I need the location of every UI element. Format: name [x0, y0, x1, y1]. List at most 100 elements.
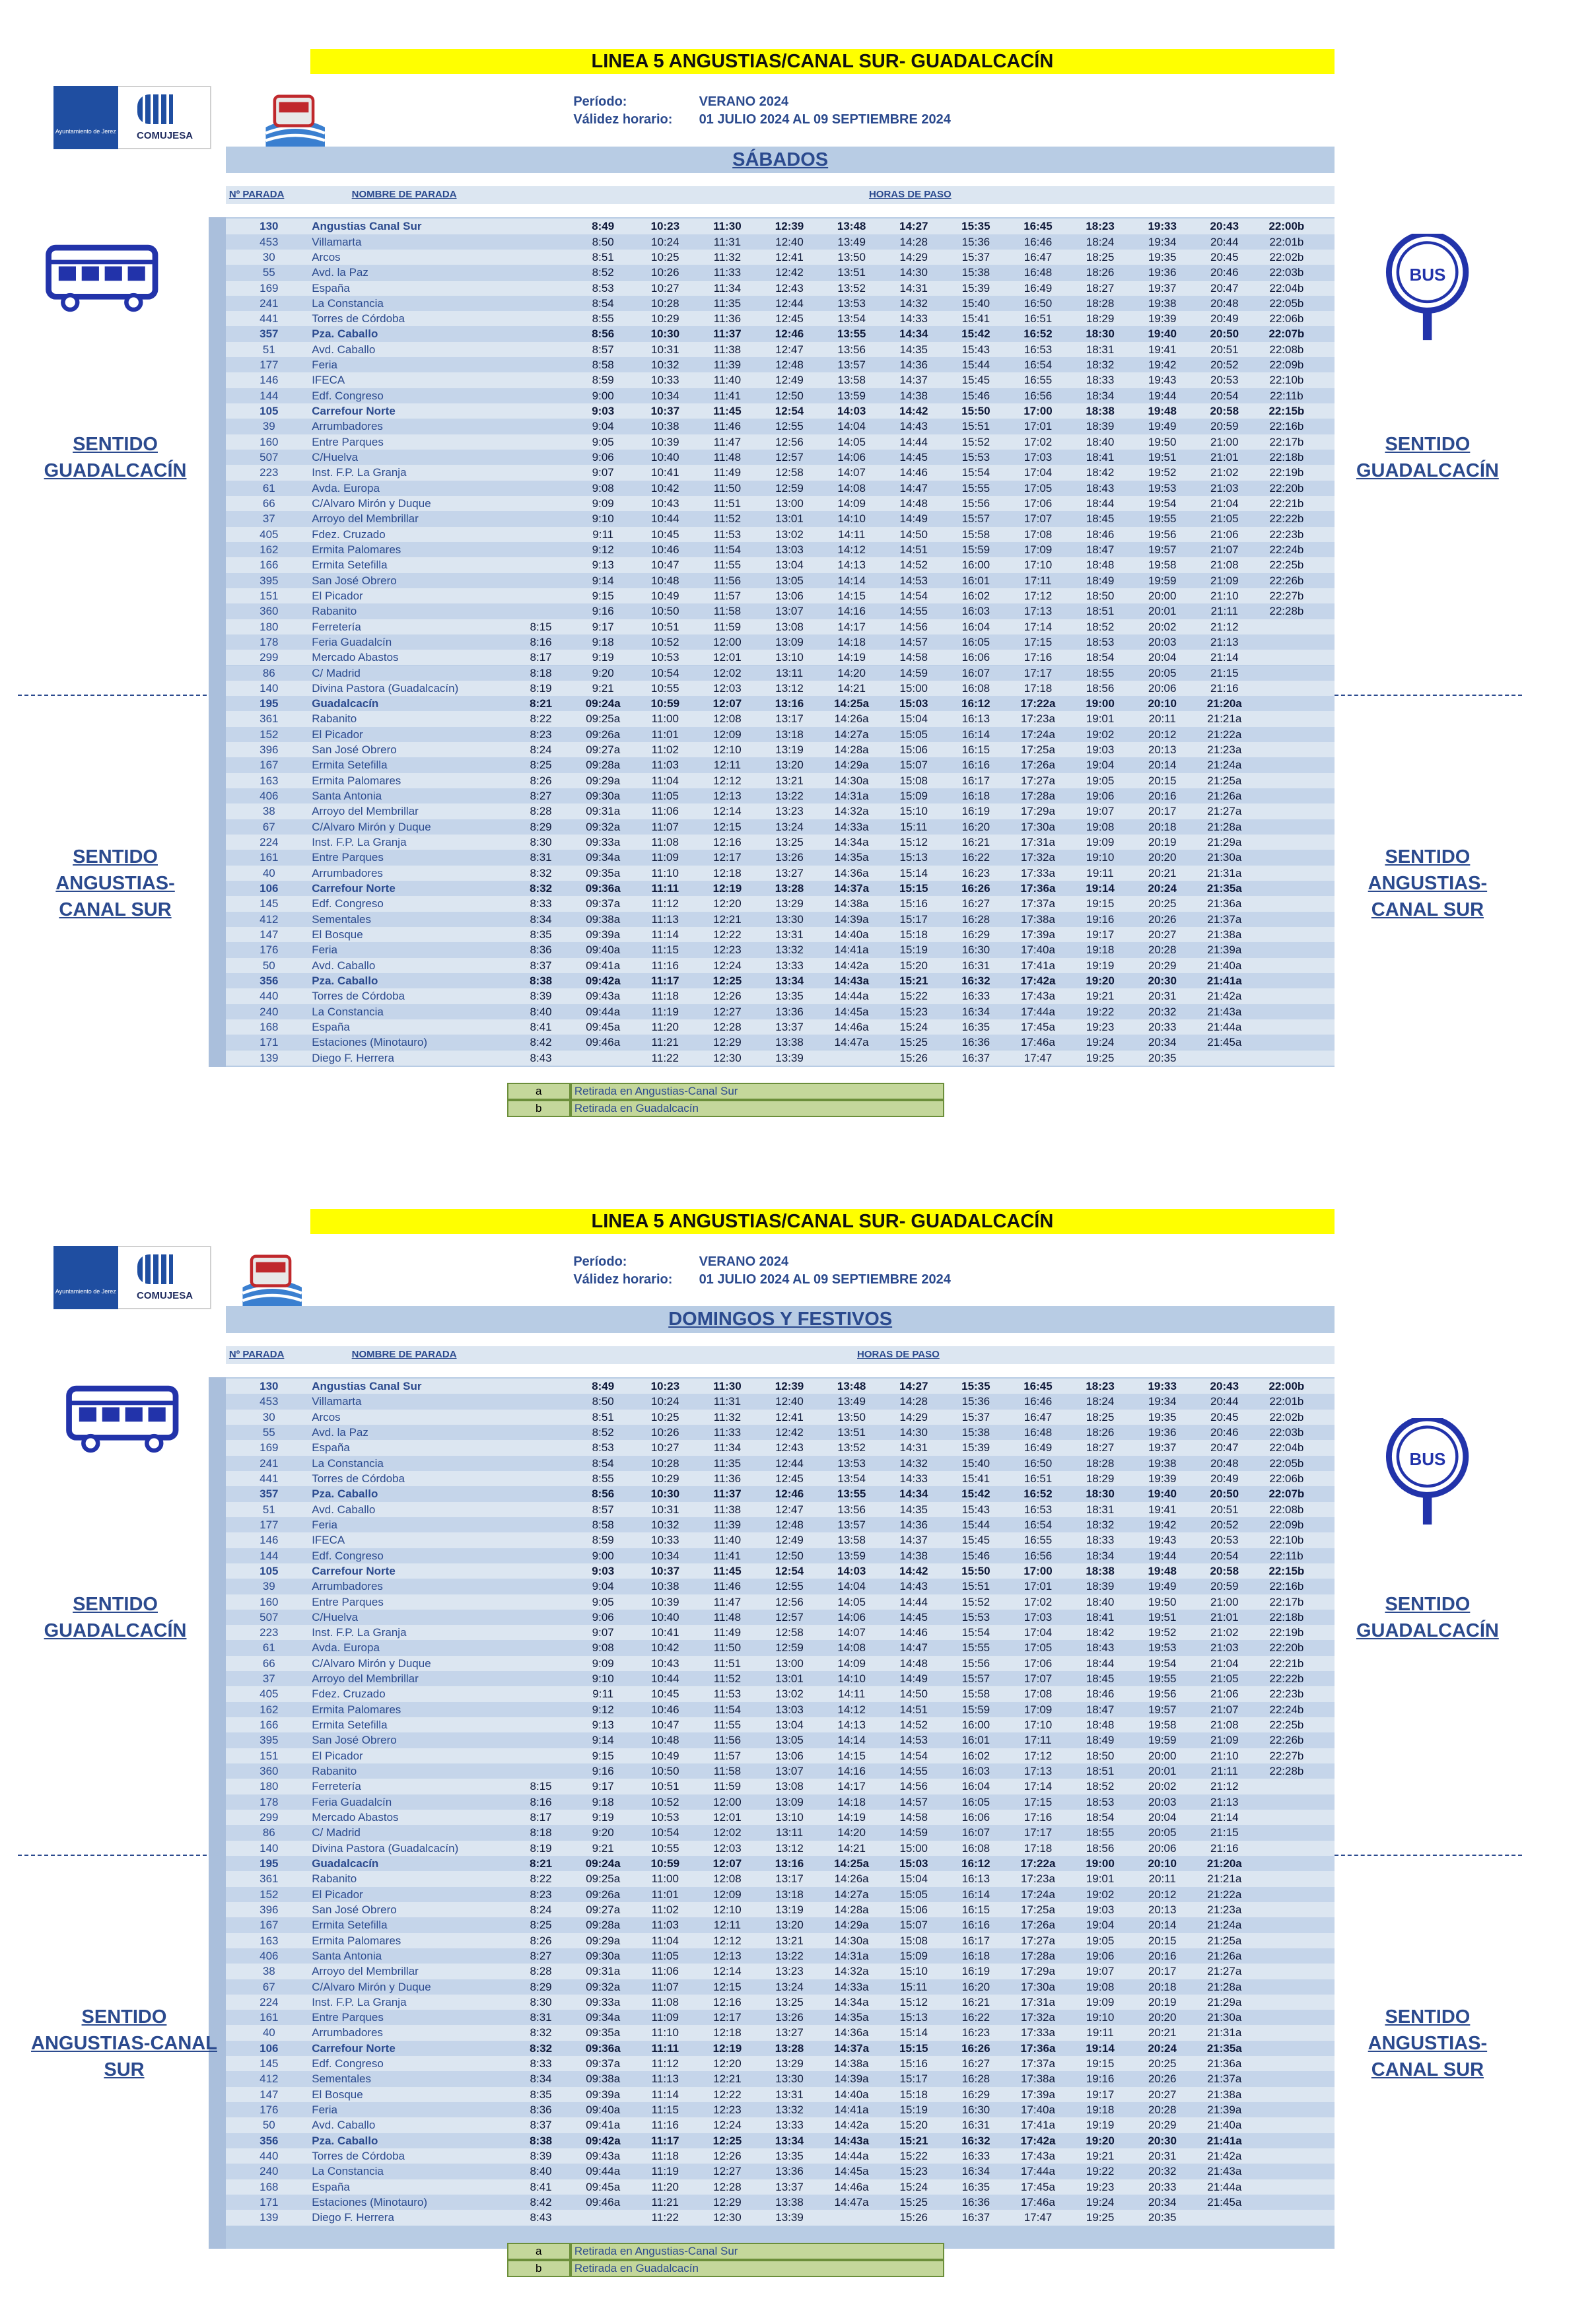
time: 10:44 — [651, 1672, 679, 1686]
stop-name: Arrumbadores — [312, 420, 383, 433]
time: 10:51 — [651, 1780, 679, 1793]
time: 21:09 — [1210, 574, 1239, 587]
time: 16:15 — [961, 743, 990, 757]
time: 11:11 — [651, 2041, 679, 2055]
legend-key: a — [506, 1083, 571, 1101]
time: 13:36 — [775, 1005, 804, 1018]
time: 14:44 — [899, 435, 928, 448]
time: 12:07 — [712, 697, 742, 710]
time: 20:00 — [1148, 1749, 1177, 1762]
table-stripe — [208, 1377, 226, 2249]
time: 14:57 — [899, 1795, 928, 1808]
time: 16:13 — [961, 712, 990, 726]
stop-name: Inst. F.P. La Granja — [312, 836, 407, 849]
time: 13:04 — [775, 1719, 804, 1732]
time: 13:33 — [775, 2119, 804, 2132]
time: 10:31 — [651, 1503, 679, 1516]
time: 21:23a — [1207, 743, 1242, 757]
time: 12:03 — [713, 681, 742, 695]
time: 22:22b — [1269, 1672, 1304, 1686]
time: 19:21 — [1086, 990, 1115, 1003]
time: 13:06 — [775, 1749, 804, 1762]
time: 9:04 — [592, 420, 614, 433]
time: 9:19 — [592, 651, 614, 664]
time: 21:41a — [1206, 974, 1242, 987]
time: 14:46a — [834, 2180, 869, 2193]
time: 11:54 — [713, 543, 742, 556]
time: 14:45 — [899, 451, 928, 464]
stop-number: 360 — [260, 605, 279, 618]
time: 13:48 — [837, 1380, 866, 1393]
stop-name: Edf. Congreso — [312, 2057, 384, 2070]
time: 21:44a — [1207, 1020, 1242, 1033]
time: 14:51 — [899, 543, 928, 556]
time: 9:15 — [592, 589, 614, 602]
time: 20:06 — [1148, 681, 1177, 695]
time: 11:05 — [651, 1949, 679, 1962]
time: 11:12 — [651, 2057, 679, 2070]
time: 10:47 — [651, 559, 679, 572]
time: 10:25 — [651, 250, 679, 263]
time: 14:34a — [834, 836, 869, 849]
time: 09:29a — [586, 774, 621, 787]
time: 20:27 — [1148, 928, 1177, 941]
time: 19:24 — [1086, 1036, 1115, 1049]
time: 19:09 — [1086, 836, 1115, 849]
time: 12:23 — [713, 2103, 742, 2117]
time: 22:02b — [1269, 250, 1304, 263]
time: 14:37a — [834, 2041, 870, 2055]
time: 21:12 — [1210, 620, 1239, 633]
time: 21:22a — [1207, 728, 1242, 741]
time: 13:49 — [837, 235, 866, 248]
table-row — [226, 650, 1335, 666]
logo-jerez: Ayuntamiento de Jerez — [53, 85, 119, 150]
col-times: HORAS DE PASO — [857, 1349, 940, 1361]
table-row — [226, 757, 1335, 773]
col-stop: Nº PARADA — [228, 189, 285, 201]
time: 17:05 — [1024, 1641, 1053, 1655]
time: 17:42a — [1020, 2134, 1056, 2147]
time: 18:56 — [1086, 681, 1115, 695]
time: 8:56 — [592, 1487, 615, 1501]
table-row — [226, 619, 1335, 634]
time: 17:04 — [1024, 1626, 1053, 1639]
time: 21:25a — [1207, 774, 1242, 787]
time: 11:31 — [713, 1395, 742, 1408]
time: 17:42a — [1020, 974, 1056, 987]
stop-number: 441 — [260, 1472, 279, 1485]
time: 10:43 — [651, 496, 679, 510]
time: 9:17 — [592, 620, 614, 633]
time: 17:01 — [1024, 420, 1053, 433]
stop-name: Feria — [312, 2103, 337, 2117]
time: 18:24 — [1086, 235, 1115, 248]
time: 15:19 — [899, 2103, 928, 2117]
time: 22:00b — [1268, 220, 1305, 233]
time: 14:43 — [899, 1580, 928, 1593]
time: 21:03 — [1210, 481, 1239, 495]
time: 11:17 — [651, 974, 679, 987]
time: 16:48 — [1024, 266, 1053, 279]
time: 8:24 — [530, 743, 552, 757]
time: 8:30 — [530, 836, 552, 849]
time: 19:43 — [1148, 374, 1177, 387]
time: 14:45a — [834, 2165, 869, 2178]
time: 10:37 — [650, 1564, 680, 1577]
time: 17:18 — [1024, 1841, 1053, 1855]
table-row — [226, 450, 1335, 465]
time: 14:44a — [834, 990, 869, 1003]
time: 18:44 — [1086, 1657, 1115, 1670]
time: 09:45a — [586, 1020, 621, 1033]
time: 11:32 — [713, 1410, 742, 1423]
time: 8:15 — [530, 1780, 552, 1793]
time: 21:36a — [1207, 2057, 1242, 2070]
stop-name: Fdez. Cruzado — [312, 1688, 386, 1701]
time: 19:34 — [1148, 235, 1177, 248]
time: 13:03 — [775, 1703, 804, 1716]
time: 13:57 — [837, 1518, 866, 1531]
time: 13:33 — [775, 959, 804, 972]
stop-number: 160 — [260, 435, 279, 448]
time: 14:30a — [834, 1934, 869, 1947]
time: 21:30a — [1207, 851, 1242, 864]
time: 16:45 — [1024, 1380, 1053, 1393]
period: VERANO 2024 — [699, 94, 789, 110]
